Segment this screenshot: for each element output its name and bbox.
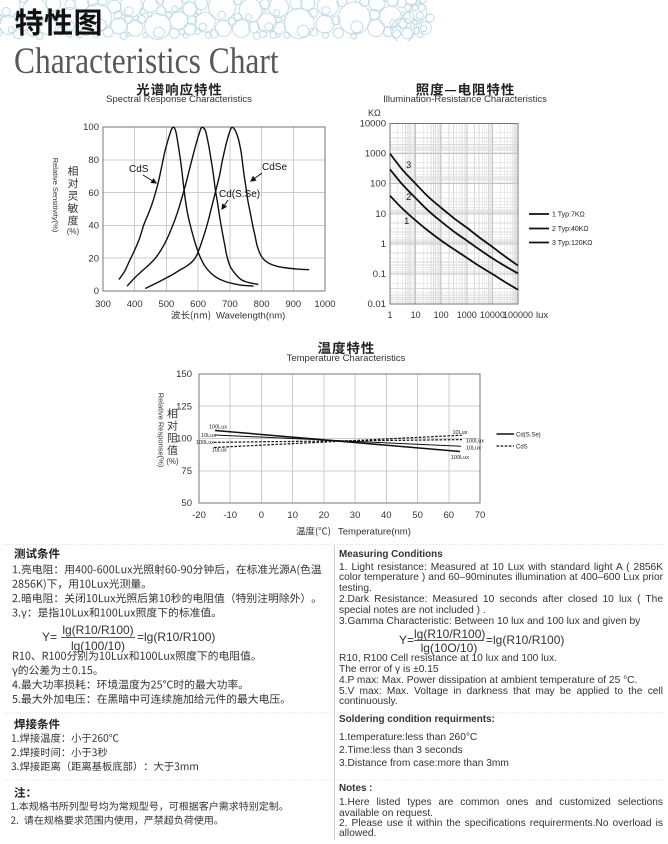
svg-text:100Lux: 100Lux: [451, 455, 469, 461]
svg-text:50: 50: [181, 498, 192, 509]
svg-text:10000: 10000: [480, 310, 505, 320]
svg-text:2: 2: [406, 192, 411, 203]
svg-text:100: 100: [83, 122, 99, 133]
svg-text:KΩ: KΩ: [368, 108, 381, 118]
svg-text:100Lux: 100Lux: [196, 440, 214, 446]
svg-text:50: 50: [412, 510, 423, 521]
svg-text:600: 600: [190, 299, 206, 310]
svg-text:100Lux: 100Lux: [209, 425, 227, 431]
svg-text:Relative Response(%): Relative Response(%): [157, 393, 166, 468]
svg-text:10: 10: [411, 310, 421, 320]
svg-text:700: 700: [222, 299, 238, 310]
svg-text:-20: -20: [192, 510, 206, 521]
svg-text:400: 400: [127, 299, 143, 310]
svg-text:40: 40: [381, 510, 392, 521]
svg-text:10: 10: [375, 209, 386, 220]
svg-text:20: 20: [88, 253, 99, 264]
svg-text:40: 40: [88, 221, 99, 232]
svg-text:10Lux: 10Lux: [453, 430, 468, 436]
svg-text:900: 900: [285, 299, 301, 310]
svg-text:20: 20: [319, 510, 330, 521]
svg-text:CdSe: CdSe: [262, 162, 287, 173]
svg-text:(%): (%): [67, 227, 80, 236]
svg-text:100: 100: [434, 310, 449, 320]
svg-text:0: 0: [94, 286, 99, 297]
svg-text:300: 300: [95, 299, 111, 310]
svg-text:1: 1: [404, 216, 409, 227]
svg-text:60: 60: [444, 510, 455, 521]
svg-text:3 Typ:120KΩ: 3 Typ:120KΩ: [552, 240, 593, 247]
svg-text:0: 0: [259, 510, 264, 521]
svg-text:CdS: CdS: [129, 164, 149, 175]
svg-text:1000: 1000: [457, 310, 477, 320]
svg-text:10Lux: 10Lux: [201, 433, 216, 439]
svg-text:10Lux: 10Lux: [466, 446, 481, 452]
svg-text:10Lux: 10Lux: [212, 448, 227, 454]
svg-text:2 Typ:40KΩ: 2 Typ:40KΩ: [552, 226, 589, 233]
svg-text:100Lux: 100Lux: [466, 438, 484, 444]
svg-text:1 Typ:7KΩ: 1 Typ:7KΩ: [552, 212, 585, 219]
svg-text:Cd(S.Se): Cd(S.Se): [516, 433, 541, 439]
svg-text:100000: 100000: [503, 310, 533, 320]
svg-text:800: 800: [254, 299, 270, 310]
svg-text:Temperature(nm): Temperature(nm): [338, 527, 411, 538]
svg-text:70: 70: [475, 510, 486, 521]
svg-text:10: 10: [287, 510, 298, 521]
svg-text:CdS: CdS: [516, 445, 528, 451]
svg-text:Relative Sensitivity(%): Relative Sensitivity(%): [51, 158, 60, 233]
svg-text:125: 125: [176, 401, 192, 412]
svg-text:0.1: 0.1: [373, 269, 386, 280]
svg-text:0.01: 0.01: [368, 299, 387, 310]
svg-text:500: 500: [158, 299, 174, 310]
svg-text:Wavelength(nm): Wavelength(nm): [216, 311, 285, 322]
svg-text:-10: -10: [223, 510, 237, 521]
svg-text:3: 3: [406, 160, 411, 171]
svg-text:10000: 10000: [360, 119, 386, 130]
svg-text:100: 100: [370, 179, 386, 190]
svg-text:(%): (%): [166, 457, 179, 466]
svg-text:lux: lux: [536, 310, 548, 321]
svg-text:100: 100: [176, 434, 192, 445]
svg-text:1: 1: [387, 310, 392, 320]
svg-text:75: 75: [181, 466, 192, 477]
svg-text:1: 1: [381, 239, 386, 250]
svg-text:30: 30: [350, 510, 361, 521]
svg-text:1000: 1000: [365, 149, 386, 160]
svg-text:150: 150: [176, 369, 192, 380]
svg-text:Cd(S.Se): Cd(S.Se): [219, 189, 260, 200]
svg-text:60: 60: [88, 188, 99, 199]
svg-text:1000: 1000: [314, 299, 335, 310]
svg-text:80: 80: [88, 155, 99, 166]
